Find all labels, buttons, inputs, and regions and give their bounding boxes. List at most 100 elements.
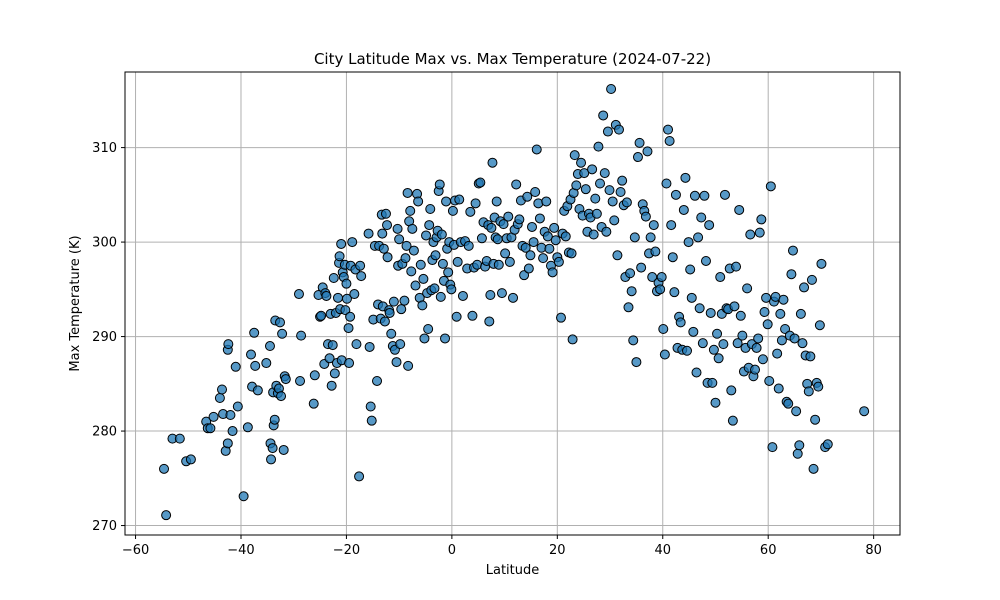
data-point	[425, 204, 436, 215]
data-point	[593, 141, 604, 152]
data-point	[542, 231, 553, 242]
data-point	[731, 261, 742, 272]
data-point	[816, 258, 827, 269]
y-tick-label: 310	[92, 141, 117, 156]
data-point	[705, 307, 716, 318]
data-point	[696, 212, 707, 223]
data-point	[492, 234, 503, 245]
data-point	[658, 324, 669, 335]
data-point	[382, 252, 393, 263]
data-point	[452, 256, 463, 267]
data-point	[715, 272, 726, 283]
data-point	[588, 229, 599, 240]
data-point	[697, 338, 708, 349]
data-point	[451, 311, 462, 322]
data-point	[632, 152, 643, 163]
data-point	[598, 110, 609, 121]
data-point	[388, 296, 399, 307]
data-point	[328, 272, 339, 283]
data-point	[534, 213, 545, 224]
data-point	[634, 137, 645, 148]
data-point	[278, 444, 289, 455]
data-point	[324, 353, 335, 364]
data-point	[351, 339, 362, 350]
data-points	[159, 84, 870, 521]
data-point	[794, 440, 805, 451]
data-point	[363, 228, 374, 239]
data-point	[737, 330, 748, 341]
data-point	[267, 443, 278, 454]
data-point	[454, 194, 465, 205]
data-point	[734, 204, 745, 215]
data-point	[402, 187, 413, 198]
data-point	[648, 220, 659, 231]
data-point	[757, 354, 768, 365]
data-point	[591, 208, 602, 219]
data-point	[694, 303, 705, 314]
data-point	[378, 243, 389, 254]
data-point	[659, 349, 670, 360]
data-point	[463, 240, 474, 251]
data-point	[735, 310, 746, 321]
data-point	[538, 253, 549, 264]
data-point	[686, 292, 697, 303]
data-point	[246, 349, 257, 360]
data-point	[391, 357, 402, 368]
data-point	[547, 267, 558, 278]
data-point	[764, 375, 775, 386]
data-point	[295, 375, 306, 386]
data-point	[625, 268, 636, 279]
data-point	[567, 334, 578, 345]
data-point	[813, 381, 824, 392]
y-tick-label: 270	[92, 519, 117, 534]
data-point	[773, 383, 784, 394]
data-point	[476, 233, 487, 244]
data-point	[787, 245, 798, 256]
data-point	[392, 223, 403, 234]
data-point	[423, 324, 434, 335]
data-point	[384, 307, 395, 318]
data-point	[675, 317, 686, 328]
data-point	[799, 282, 810, 293]
data-point	[566, 248, 577, 259]
x-tick-label: −20	[333, 543, 360, 558]
data-point	[269, 414, 280, 425]
data-point	[252, 385, 263, 396]
data-point	[366, 415, 377, 426]
data-point	[372, 375, 383, 386]
data-point	[364, 341, 375, 352]
y-axis-label: Max Temperature (K)	[68, 235, 83, 371]
data-point	[413, 196, 424, 207]
data-point	[377, 228, 388, 239]
data-point	[296, 330, 307, 341]
data-point	[441, 196, 452, 207]
data-point	[631, 357, 642, 368]
data-point	[761, 292, 772, 303]
data-point	[230, 361, 241, 372]
data-point	[419, 333, 430, 344]
x-tick-label: 20	[549, 543, 566, 558]
data-point	[556, 312, 567, 323]
chart-title: City Latitude Max vs. Max Temperature (2…	[314, 50, 711, 68]
data-point	[344, 358, 355, 369]
data-point	[217, 384, 228, 395]
data-point	[511, 179, 522, 190]
data-point	[645, 232, 656, 243]
data-point	[778, 294, 789, 305]
data-point	[688, 326, 699, 337]
data-point	[685, 264, 696, 275]
data-point	[595, 178, 606, 189]
x-tick-label: 80	[865, 543, 882, 558]
data-point	[669, 287, 680, 298]
data-point	[580, 184, 591, 195]
data-point	[805, 351, 816, 362]
data-point	[700, 255, 711, 266]
data-point	[682, 345, 693, 356]
data-point	[523, 263, 534, 274]
data-point	[806, 274, 817, 285]
data-point	[446, 284, 457, 295]
data-point	[750, 364, 761, 375]
data-point	[443, 267, 454, 278]
data-point	[661, 178, 672, 189]
data-point	[710, 397, 721, 408]
